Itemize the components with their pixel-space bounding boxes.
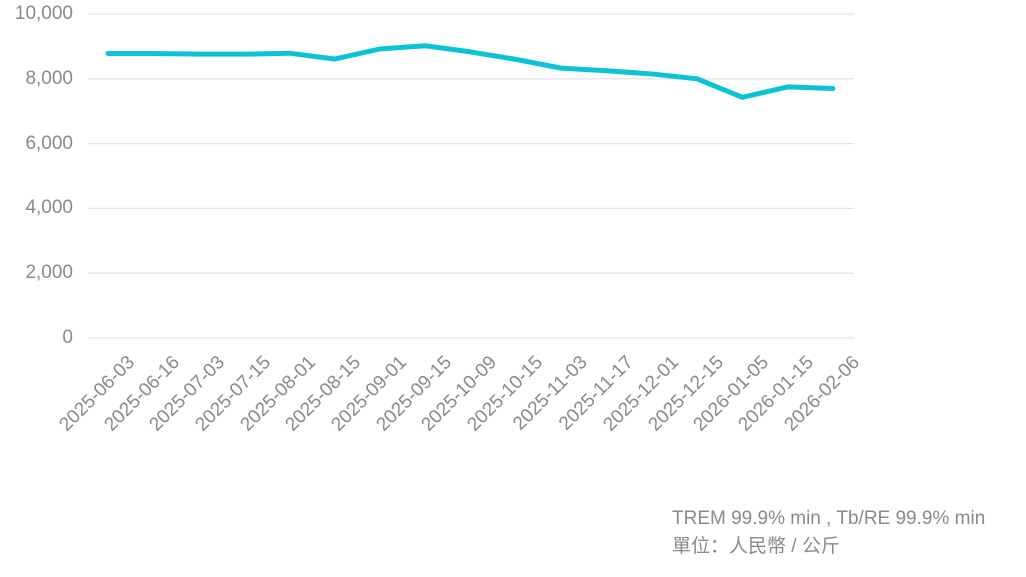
y-axis-tick-label: 0 <box>62 327 73 348</box>
y-axis-tick-label: 10,000 <box>14 3 73 24</box>
y-axis-tick-label: 6,000 <box>25 132 73 154</box>
y-axis-tick-label: 2,000 <box>25 262 73 284</box>
gridlines <box>88 13 854 339</box>
price-series-line <box>105 43 836 100</box>
unit-label: 單位：人民幣 / 公斤 <box>672 536 840 557</box>
series-spec-label: TREM 99.9% min , Tb/RE 99.9% min <box>672 508 986 529</box>
y-axis-tick-label: 8,000 <box>25 67 73 89</box>
y-axis-tick-label: 4,000 <box>25 197 73 219</box>
chart-footnote: TREM 99.9% min , Tb/RE 99.9% min 單位：人民幣 … <box>672 505 985 561</box>
